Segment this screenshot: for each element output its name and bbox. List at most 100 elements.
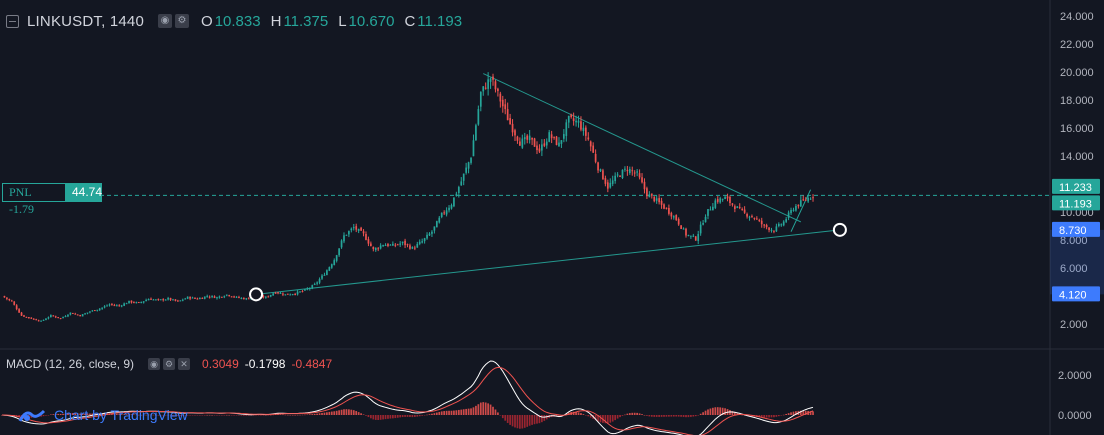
candle-up xyxy=(123,303,125,306)
candle-up xyxy=(599,169,602,172)
macd-histogram-bar xyxy=(482,402,485,415)
macd-histogram-bar xyxy=(345,409,348,415)
candle-down xyxy=(499,93,502,102)
macd-visibility-icon[interactable]: ◉ xyxy=(148,358,161,370)
tradingview-branding[interactable]: Chart by TradingView xyxy=(18,405,188,425)
macd-histogram-bar xyxy=(189,415,191,416)
candle-down xyxy=(589,141,592,147)
candle-down xyxy=(804,199,807,201)
candle-down xyxy=(643,181,646,190)
price-label: 11.193 xyxy=(1059,198,1092,210)
candle-down xyxy=(137,302,140,304)
candle-down xyxy=(494,81,497,90)
macd-histogram-bar xyxy=(352,410,355,415)
candle-down xyxy=(174,299,177,301)
macd-histogram-bar xyxy=(687,415,690,418)
macd-histogram-bar xyxy=(50,414,52,415)
candle-up xyxy=(401,241,404,244)
macd-histogram-bar xyxy=(223,415,226,416)
candle-up xyxy=(91,310,94,312)
macd-histogram-bar xyxy=(514,415,516,428)
candle-up xyxy=(672,216,675,218)
macd-title[interactable]: MACD (12, 26, close, 9) xyxy=(6,357,135,371)
candle-down xyxy=(602,170,604,180)
candle-up xyxy=(191,297,194,299)
macd-histogram-bar xyxy=(186,415,189,416)
candle-down xyxy=(536,145,538,151)
macd-histogram-bar xyxy=(135,414,138,416)
macd-legend: MACD (12, 26, close, 9) ◉ ⚙ ✕ 0.3049 -0.… xyxy=(6,357,332,371)
macd-histogram-bar xyxy=(235,415,238,416)
pnl-badge[interactable]: PNL -1.79 44.74 xyxy=(2,183,102,216)
macd-histogram-bar xyxy=(714,407,717,415)
candle-up xyxy=(448,207,450,211)
macd-histogram-bar xyxy=(611,415,614,422)
candle-down xyxy=(118,305,121,307)
candle-down xyxy=(413,247,416,249)
macd-histogram-bar xyxy=(680,415,682,417)
macd-histogram-bar xyxy=(646,415,648,416)
open-value: 10.833 xyxy=(214,12,261,30)
macd-histogram-bar xyxy=(741,414,744,416)
candle-up xyxy=(272,293,275,296)
macd-histogram-bar xyxy=(619,415,621,418)
macd-histogram-bar xyxy=(211,414,213,416)
macd-histogram-bar xyxy=(362,414,365,415)
candle-up xyxy=(108,304,111,306)
settings-icon[interactable]: ⚙ xyxy=(175,14,190,28)
candle-down xyxy=(213,296,216,299)
markers[interactable] xyxy=(249,222,847,302)
candle-up xyxy=(323,274,326,276)
price-axis[interactable]: 24.00022.00020.00018.00016.00014.00010.0… xyxy=(1050,11,1104,422)
candle-down xyxy=(802,199,805,201)
macd-histogram-bar xyxy=(392,415,394,419)
candle-up xyxy=(225,294,228,296)
macd-histogram-bar xyxy=(594,415,597,421)
macd-histogram-bar xyxy=(252,415,255,416)
candle-up xyxy=(186,296,189,299)
candle-down xyxy=(282,293,284,295)
candle-down xyxy=(587,137,590,140)
candle-down xyxy=(738,206,741,208)
candle-up xyxy=(318,279,321,283)
candle-down xyxy=(228,294,231,297)
collapse-legend-icon[interactable] xyxy=(6,14,19,28)
macd-settings-icon[interactable]: ⚙ xyxy=(163,358,176,370)
candle-up xyxy=(328,267,331,271)
trendlines[interactable] xyxy=(100,73,1050,295)
price-tick-label: 14.000 xyxy=(1060,151,1094,163)
candle-down xyxy=(35,319,38,321)
candle-up xyxy=(545,141,548,146)
macd-histogram-bar xyxy=(682,415,685,417)
candle-down xyxy=(194,297,196,299)
price-label-bg xyxy=(1052,178,1100,194)
macd-histogram-bar xyxy=(264,415,267,416)
candle-up xyxy=(455,193,458,196)
macd-line-value: -0.1798 xyxy=(244,357,286,371)
macd-histogram-bar xyxy=(655,415,658,417)
candle-up xyxy=(724,196,726,200)
candle-up xyxy=(84,313,86,315)
candle-up xyxy=(62,317,64,319)
candle-down xyxy=(201,297,204,299)
macd-histogram-bar xyxy=(758,415,761,418)
macd-histogram-bar xyxy=(475,405,477,415)
macd-histogram-bar xyxy=(118,414,121,415)
candle-up xyxy=(704,216,707,223)
macd-histogram-bar xyxy=(670,415,673,417)
candle-up xyxy=(98,308,101,310)
candle-up xyxy=(47,317,50,319)
symbol-title[interactable]: LINKUSDT, 1440 xyxy=(27,12,145,30)
macd-histogram-bar xyxy=(812,411,814,415)
macd-histogram-bar xyxy=(279,414,282,415)
macd-close-icon[interactable]: ✕ xyxy=(178,358,191,370)
macd-histogram-bar xyxy=(164,415,167,416)
visibility-icon[interactable]: ◉ xyxy=(158,14,173,28)
candle-up xyxy=(460,181,463,186)
macd-histogram-bar xyxy=(59,413,62,415)
macd-histogram-bar xyxy=(274,414,277,415)
candle-down xyxy=(543,143,546,146)
candle-up xyxy=(64,316,67,318)
candle-up xyxy=(809,198,812,200)
